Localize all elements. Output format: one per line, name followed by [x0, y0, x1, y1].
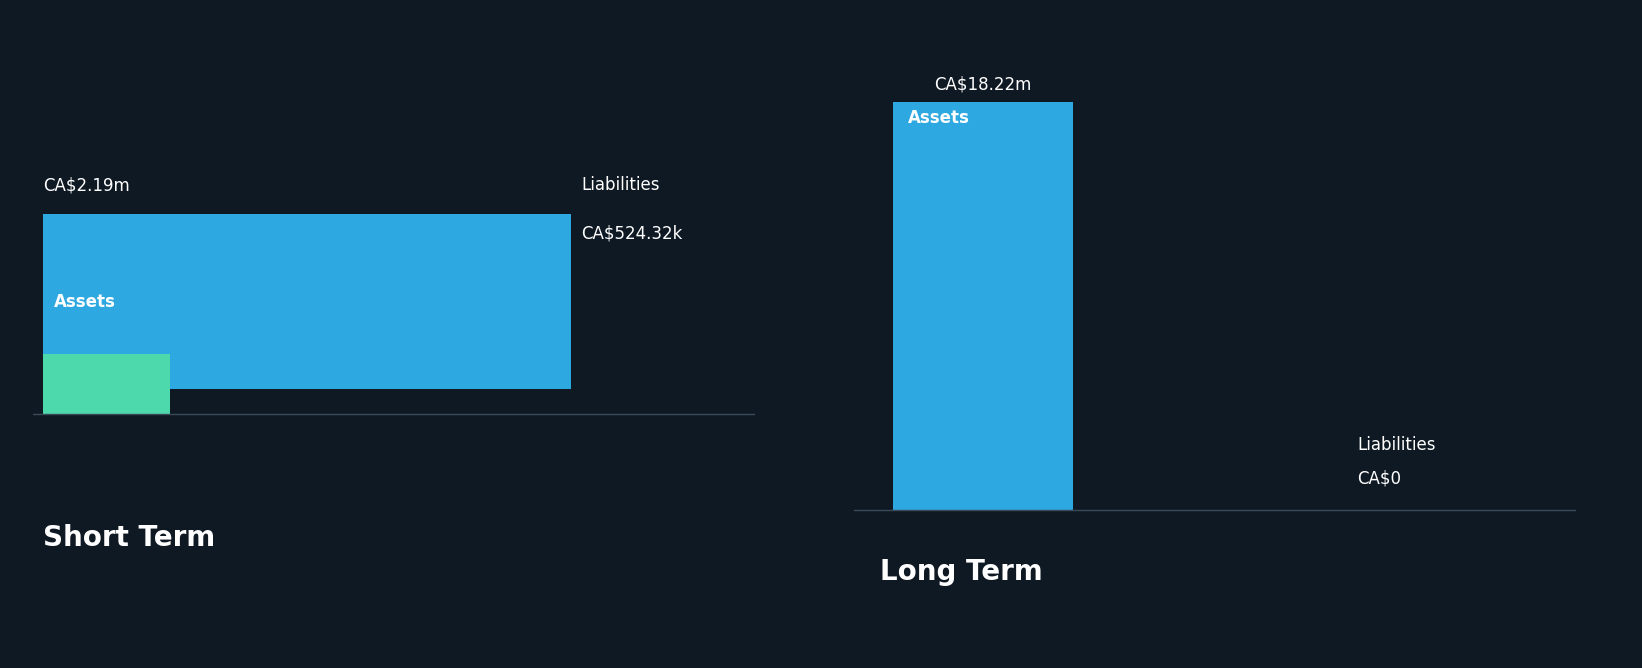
Text: Assets: Assets — [54, 293, 117, 311]
Text: Short Term: Short Term — [43, 524, 215, 552]
Bar — [43, 354, 169, 413]
Text: CA$0: CA$0 — [1356, 469, 1401, 487]
Text: CA$524.32k: CA$524.32k — [581, 224, 683, 242]
Text: CA$2.19m: CA$2.19m — [43, 176, 130, 194]
Text: CA$18.22m: CA$18.22m — [934, 75, 1031, 94]
Text: Liabilities: Liabilities — [581, 176, 660, 194]
Bar — [43, 214, 571, 389]
Text: Assets: Assets — [908, 109, 970, 127]
Bar — [893, 102, 1074, 510]
Text: Liabilities: Liabilities — [1356, 436, 1435, 454]
Text: Long Term: Long Term — [880, 558, 1043, 587]
